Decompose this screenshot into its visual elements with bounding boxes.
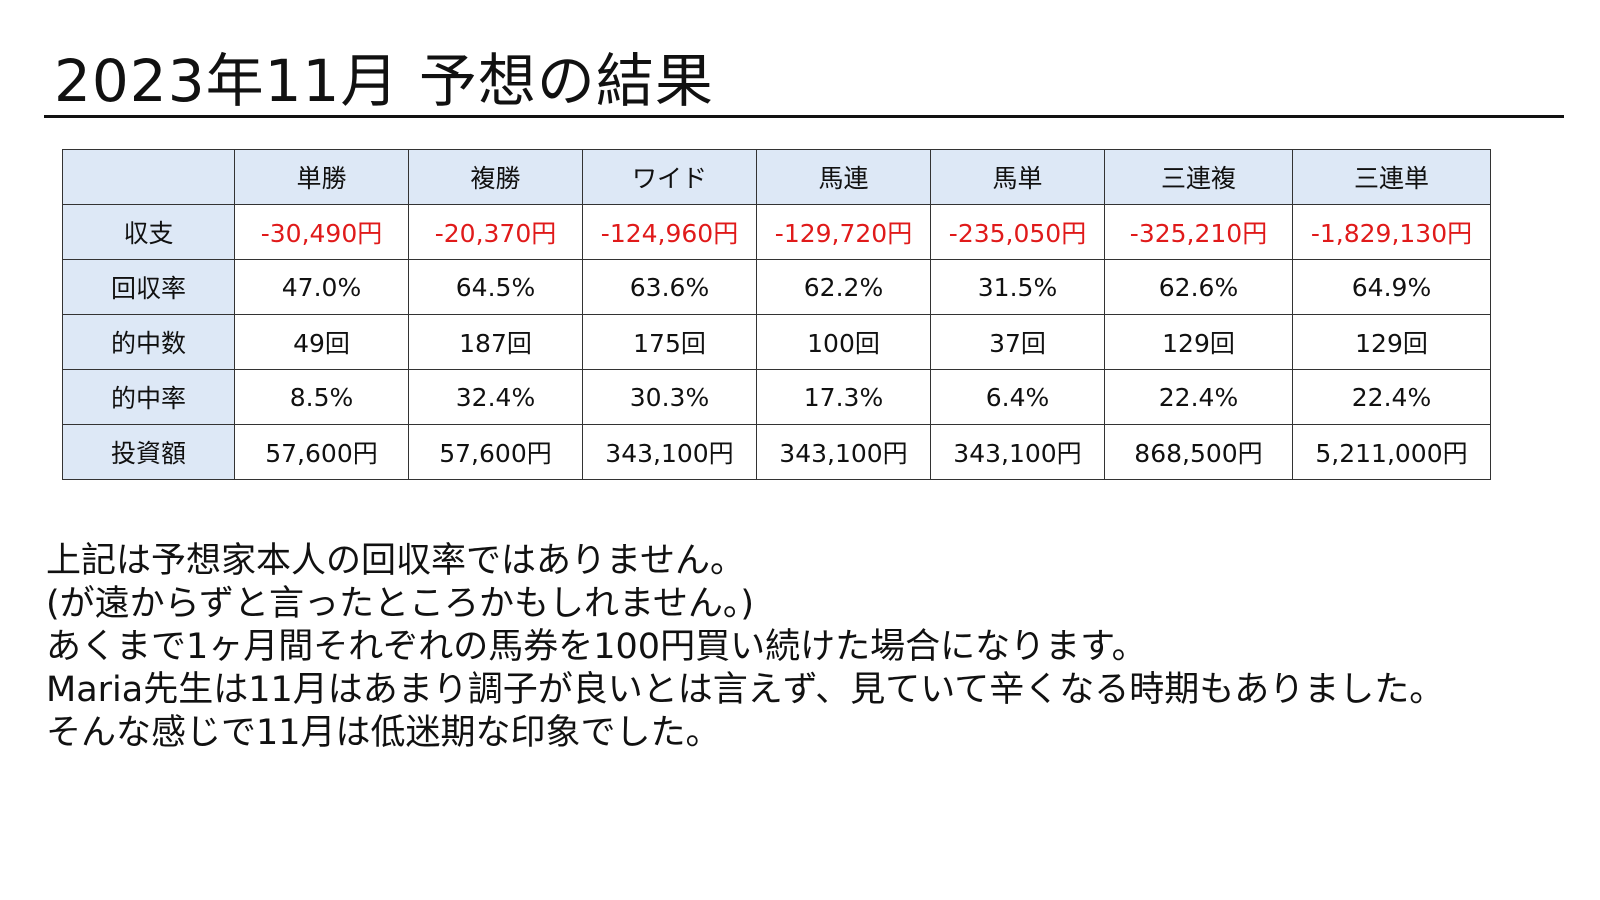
column-header: ワイド — [582, 149, 757, 205]
table-cell: 22.4% — [1292, 369, 1491, 425]
table-cell: 64.9% — [1292, 259, 1491, 315]
table-row: 回収率 47.0% 64.5% 63.6% 62.2% 31.5% 62.6% 64.9% — [62, 259, 1491, 315]
table-cell: 6.4% — [930, 369, 1105, 425]
table-cell: 129回 — [1104, 314, 1293, 370]
table-cell: -235,050円 — [930, 204, 1105, 260]
table-cell: 100回 — [756, 314, 931, 370]
results-table: 単勝 複勝 ワイド 馬連 馬単 三連複 三連単 収支 -30,490円 -20,370円 -124… — [62, 149, 1491, 480]
table-cell: 47.0% — [234, 259, 409, 315]
table-row: 的中数 49回 187回 175回 100回 37回 129回 129回 — [62, 314, 1491, 370]
table-cell: -1,829,130円 — [1292, 204, 1491, 260]
column-header: 複勝 — [408, 149, 583, 205]
table-body: 収支 -30,490円 -20,370円 -124,960円 -129,720円 -235… — [62, 204, 1491, 480]
table-cell: 62.6% — [1104, 259, 1293, 315]
table-cell: -129,720円 — [756, 204, 931, 260]
table-cell: 57,600円 — [234, 424, 409, 480]
note-line: (が遠からずと言ったところかもしれません。) — [46, 584, 755, 624]
table-row: 投資額 57,600円 57,600円 343,100円 343,100円 343,100… — [62, 424, 1491, 480]
table-cell: 343,100円 — [582, 424, 757, 480]
table-cell: 32.4% — [408, 369, 583, 425]
row-header: 収支 — [62, 204, 235, 260]
table-cell: -124,960円 — [582, 204, 757, 260]
table-cell: 17.3% — [756, 369, 931, 425]
table-cell: 5,211,000円 — [1292, 424, 1491, 480]
table-cell: -325,210円 — [1104, 204, 1293, 260]
table-cell: 37回 — [930, 314, 1105, 370]
column-header: 馬単 — [930, 149, 1105, 205]
column-header: 馬連 — [756, 149, 931, 205]
table-cell: 57,600円 — [408, 424, 583, 480]
row-header: 回収率 — [62, 259, 235, 315]
column-header: 単勝 — [234, 149, 409, 205]
table-cell: 49回 — [234, 314, 409, 370]
table-cell: 64.5% — [408, 259, 583, 315]
table-cell: -30,490円 — [234, 204, 409, 260]
table-cell: 175回 — [582, 314, 757, 370]
table-cell: 8.5% — [234, 369, 409, 425]
table-cell: 31.5% — [930, 259, 1105, 315]
table-row: 収支 -30,490円 -20,370円 -124,960円 -129,720円 -235… — [62, 204, 1491, 260]
note-line: あくまで1ヶ月間それぞれの馬券を100円買い続けた場合になります。 — [46, 627, 1147, 667]
row-header: 投資額 — [62, 424, 235, 480]
table-header-row: 単勝 複勝 ワイド 馬連 馬単 三連複 三連単 — [62, 149, 1491, 205]
column-header: 三連複 — [1104, 149, 1293, 205]
table-cell: 30.3% — [582, 369, 757, 425]
page-title: 2023年11月 予想の結果 — [54, 47, 714, 115]
table-cell: 868,500円 — [1104, 424, 1293, 480]
row-header: 的中率 — [62, 369, 235, 425]
table-cell: 343,100円 — [756, 424, 931, 480]
table-cell: -20,370円 — [408, 204, 583, 260]
table-cell: 63.6% — [582, 259, 757, 315]
note-line: 上記は予想家本人の回収率ではありません。 — [46, 541, 745, 581]
note-line: そんな感じで11月は低迷期な印象でした。 — [46, 713, 721, 753]
note-line: Maria先生は11月はあまり調子が良いとは言えず、見ていて辛くなる時期もありま… — [46, 670, 1445, 710]
title-underline — [44, 115, 1564, 118]
row-header: 的中数 — [62, 314, 235, 370]
table-cell: 187回 — [408, 314, 583, 370]
header-corner-cell — [62, 149, 235, 205]
table-cell: 343,100円 — [930, 424, 1105, 480]
table-cell: 22.4% — [1104, 369, 1293, 425]
table-cell: 62.2% — [756, 259, 931, 315]
column-header: 三連単 — [1292, 149, 1491, 205]
note-text: 上記は予想家本人の回収率ではありません。 (が遠からずと言ったところかもしれませ… — [46, 540, 1444, 755]
table-row: 的中率 8.5% 32.4% 30.3% 17.3% 6.4% 22.4% 22.4% — [62, 369, 1491, 425]
table-cell: 129回 — [1292, 314, 1491, 370]
